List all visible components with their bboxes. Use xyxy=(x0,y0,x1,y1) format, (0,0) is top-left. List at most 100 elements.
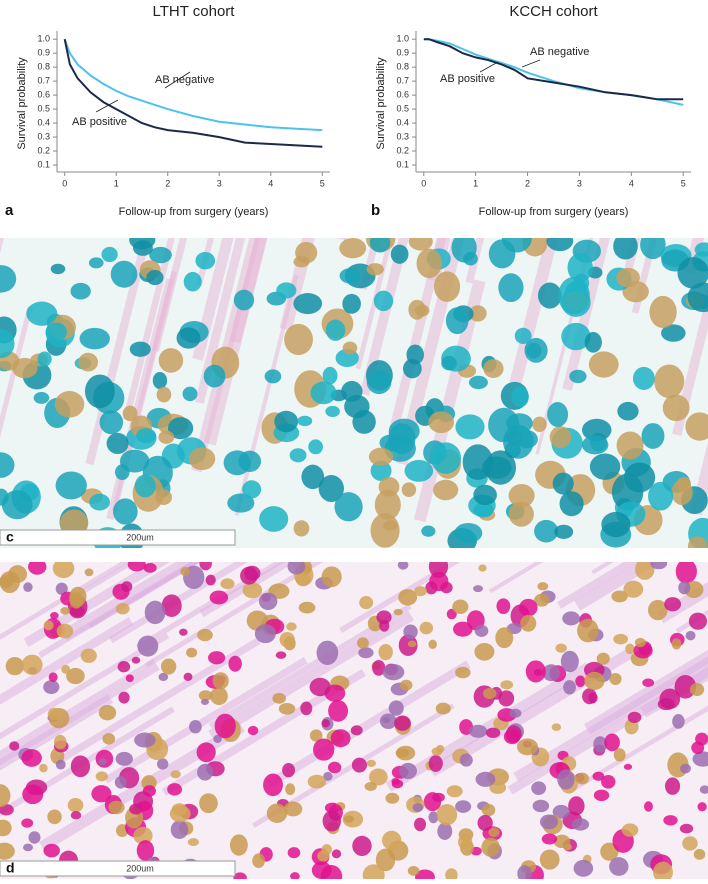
y-tick-label: 1.0 xyxy=(37,34,50,44)
cell xyxy=(183,672,193,682)
cell xyxy=(515,430,538,449)
cell xyxy=(102,733,116,745)
cell xyxy=(0,329,15,359)
cell xyxy=(388,423,416,455)
stroma-fibre xyxy=(684,238,705,274)
stroma-fibre xyxy=(37,562,202,659)
cell xyxy=(23,843,33,852)
cell xyxy=(274,410,299,433)
cell xyxy=(122,405,138,422)
cell xyxy=(423,792,442,812)
stroma-fibre xyxy=(359,238,409,396)
cell xyxy=(376,610,392,625)
cell xyxy=(477,814,493,832)
cell xyxy=(553,834,571,849)
cell xyxy=(98,705,117,721)
cell xyxy=(407,865,420,876)
cell xyxy=(149,246,172,264)
cell xyxy=(351,757,368,773)
cell xyxy=(142,785,157,797)
cell xyxy=(134,732,156,748)
y-tick-label: 0.9 xyxy=(37,48,50,58)
cell xyxy=(592,771,605,781)
leader-line xyxy=(521,59,541,68)
x-tick-label: 1 xyxy=(473,178,478,188)
cell xyxy=(500,680,514,690)
cell xyxy=(648,599,668,621)
cell xyxy=(118,691,130,704)
y-tick-label: 0.3 xyxy=(37,131,50,141)
cell xyxy=(589,453,621,480)
cell xyxy=(433,479,459,501)
cell xyxy=(286,622,297,631)
cell xyxy=(613,633,628,645)
y-tick-label: 0.5 xyxy=(37,103,50,113)
cell xyxy=(254,624,276,644)
stroma-fibre xyxy=(56,637,261,764)
cell xyxy=(84,568,94,577)
panel-label: b xyxy=(371,202,380,219)
cell xyxy=(278,702,296,715)
cell xyxy=(533,668,543,676)
cell xyxy=(452,599,469,615)
cell xyxy=(642,678,655,687)
cell xyxy=(47,809,62,825)
chart-title: LTHT cohort xyxy=(153,3,236,20)
cell xyxy=(137,635,159,657)
cell xyxy=(435,702,451,715)
cell xyxy=(675,562,697,584)
stroma-fibre xyxy=(103,657,308,784)
cell xyxy=(366,263,384,276)
cell xyxy=(69,586,87,607)
cell xyxy=(323,771,333,781)
y-tick-label: 0.8 xyxy=(396,62,409,72)
cell xyxy=(541,833,558,845)
cell xyxy=(648,481,674,511)
x-tick-label: 2 xyxy=(165,178,170,188)
stroma-fibre xyxy=(690,442,708,516)
cell xyxy=(309,729,323,742)
cell xyxy=(398,589,418,606)
cell xyxy=(496,598,511,614)
cell xyxy=(468,375,488,390)
cell xyxy=(301,464,325,490)
cell xyxy=(134,474,156,498)
cell xyxy=(428,639,437,649)
stroma-fibre xyxy=(0,632,170,740)
cell xyxy=(78,352,99,372)
cell xyxy=(370,460,392,481)
cell xyxy=(508,501,534,527)
cell xyxy=(455,666,471,679)
cell xyxy=(167,783,183,796)
cell xyxy=(421,525,436,537)
cell xyxy=(517,865,532,879)
survival-line xyxy=(423,38,684,101)
cell xyxy=(485,450,517,485)
cell xyxy=(473,484,497,506)
cell xyxy=(282,762,296,778)
cell xyxy=(114,776,127,789)
cell xyxy=(446,785,463,798)
cell xyxy=(350,725,363,736)
cell xyxy=(685,412,708,441)
series-label: AB positive xyxy=(440,73,495,85)
cell xyxy=(488,827,500,838)
cell xyxy=(534,519,559,543)
cell xyxy=(187,838,200,847)
cell xyxy=(664,597,682,612)
stroma-fibre xyxy=(196,238,214,287)
cell xyxy=(0,571,20,594)
cell xyxy=(532,799,550,813)
cell xyxy=(53,734,67,750)
cell xyxy=(415,869,435,879)
cell xyxy=(55,759,66,770)
y-tick-label: 0.6 xyxy=(37,89,50,99)
y-tick-label: 0.1 xyxy=(396,159,409,169)
cell xyxy=(264,369,282,384)
cell xyxy=(554,524,574,539)
cell xyxy=(593,736,608,753)
cell xyxy=(694,242,708,257)
chart-title: KCCH cohort xyxy=(509,3,598,20)
cell xyxy=(5,656,25,676)
